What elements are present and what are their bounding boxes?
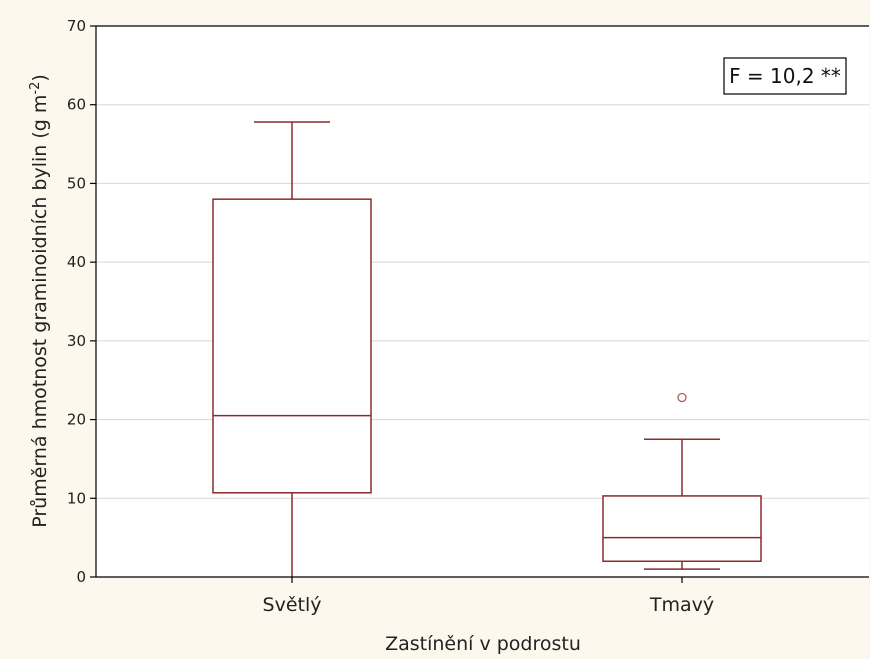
y-tick-label: 10 [67, 489, 86, 507]
y-axis-title-main: Průměrná hmotnost graminoidních bylin (g… [29, 95, 51, 528]
y-tick-label: 20 [67, 411, 86, 429]
annotation-text: F = 10,2 ** [729, 64, 841, 88]
y-tick-label: 0 [76, 568, 86, 586]
x-axis-title: Zastínění v podrostu [385, 633, 581, 655]
y-axis-title: Průměrná hmotnost graminoidních bylin (g… [28, 74, 51, 528]
y-tick-label: 40 [67, 253, 86, 271]
y-tick-label: 70 [67, 17, 86, 35]
x-axis-ticks: Světlý Tmavý [263, 577, 714, 616]
x-tick-label: Světlý [263, 594, 322, 616]
box-body [212, 198, 372, 494]
y-axis-title-end: ) [29, 74, 51, 81]
box-body [602, 495, 762, 563]
y-axis-ticks: 0 10 20 30 40 50 60 70 [67, 17, 96, 586]
y-tick-label: 30 [67, 332, 86, 350]
plot-area [96, 26, 869, 577]
x-tick-label: Tmavý [649, 594, 714, 616]
annotation-box: F = 10,2 ** [723, 57, 847, 95]
y-tick-label: 50 [67, 174, 86, 192]
box-series [212, 121, 762, 577]
y-tick-label: 60 [67, 96, 86, 114]
y-axis-title-sup: -2 [28, 82, 43, 95]
outlier-point [677, 392, 687, 403]
